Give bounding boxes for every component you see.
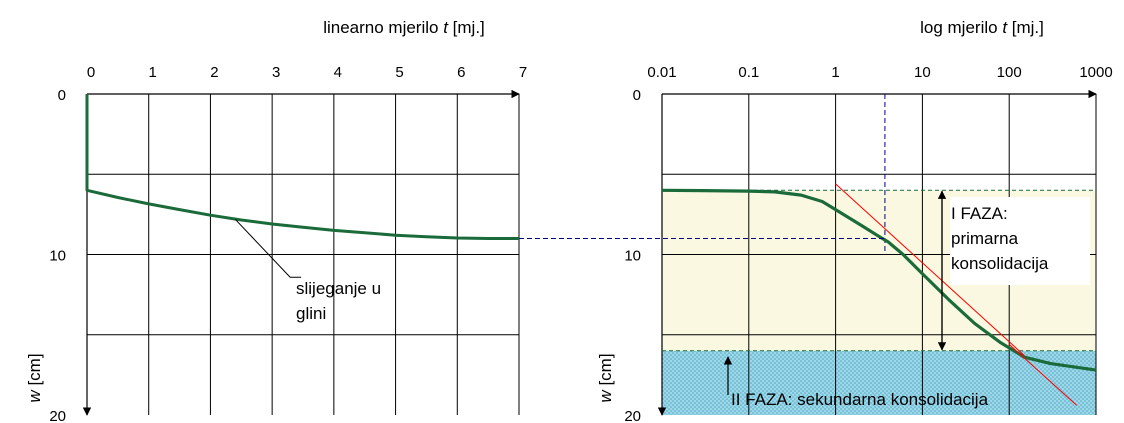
right-x-tick-label: 10	[914, 64, 931, 81]
left-settlement-curve	[85, 94, 519, 240]
phase-1-label: primarna	[951, 229, 1019, 248]
left-y-tick-label: 0	[58, 87, 66, 104]
right-y-tick-label: 0	[633, 87, 641, 104]
left-y-tick-label: 20	[49, 408, 66, 423]
right-x-tick-label: 1000	[1079, 64, 1112, 81]
left-x-tick-label: 4	[334, 64, 342, 81]
left-x-tick-label: 3	[272, 64, 280, 81]
left-y-axis-label: w [cm]	[25, 353, 44, 402]
right-y-tick-label: 10	[624, 248, 641, 265]
right-chart-title: log mjerilo t [mj.]	[920, 18, 1044, 37]
phase-1-label: konsolidacija	[951, 254, 1049, 273]
left-x-tick-label: 2	[210, 64, 218, 81]
annotation-text: glini	[296, 304, 326, 323]
tangent-line	[1008, 344, 1078, 406]
left-y-tick-label: 10	[49, 248, 66, 265]
left-x-tick-label: 1	[149, 64, 157, 81]
right-x-tick-label: 0.01	[647, 64, 676, 81]
right-x-tick-label: 1	[831, 64, 839, 81]
phase-2-band	[662, 350, 1096, 415]
left-x-tick-label: 6	[457, 64, 465, 81]
right-log-chart: 0.01 0.1 1 10 100 1000 0 10 20 I FAZA: primarna kon…	[624, 64, 1112, 423]
left-x-tick-label: 7	[519, 64, 527, 81]
phase-1-label: I FAZA:	[951, 204, 1008, 223]
phase-2-label: II FAZA: sekundarna konsolidacija	[731, 390, 989, 409]
right-x-tick-label: 100	[997, 64, 1022, 81]
right-y-axis-label: w [cm]	[596, 353, 615, 402]
left-chart-title: linearno mjerilo t [mj.]	[323, 18, 485, 37]
annotation-leader	[234, 218, 302, 278]
phase-1-label-bg	[950, 197, 1090, 285]
annotation-text: slijeganje u	[296, 279, 381, 298]
left-linear-chart: 0 1 2 3 4 5 6 7 0 10 20 slijeganje u glini	[49, 64, 527, 423]
right-x-tick-label: 0.1	[738, 64, 759, 81]
left-x-tick-label: 0	[87, 64, 95, 81]
right-y-tick-label: 20	[624, 408, 641, 423]
tangent-line	[835, 183, 1025, 356]
left-x-tick-label: 5	[395, 64, 403, 81]
